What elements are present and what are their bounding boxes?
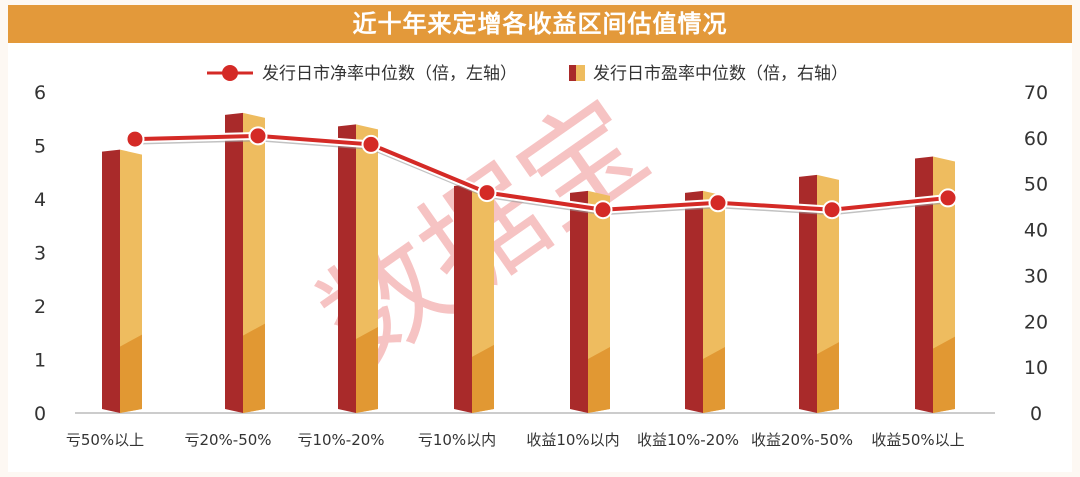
bar-side-shade	[243, 323, 265, 413]
left-tick-label: 3	[34, 243, 46, 265]
x-tick-label: 收益50%以上	[871, 431, 964, 449]
bar	[454, 184, 494, 413]
bar-side-shade	[933, 336, 955, 413]
bar-front-face	[570, 190, 588, 413]
right-tick-label: 60	[1024, 128, 1048, 150]
right-tick-label: 20	[1024, 311, 1048, 333]
legend-label-pb: 发行日市净率中位数（倍，左轴）	[262, 64, 517, 84]
bar	[799, 174, 839, 413]
left-tick-label: 0	[34, 403, 46, 425]
bar	[225, 112, 265, 413]
x-tick-label: 亏50%以上	[66, 431, 144, 449]
x-tick-label: 亏10%以内	[418, 431, 496, 449]
x-tick-label: 收益20%-50%	[751, 431, 853, 449]
left-tick-label: 6	[34, 82, 46, 104]
legend-label-pe: 发行日市盈率中位数（倍，右轴）	[593, 64, 848, 84]
right-tick-label: 40	[1024, 220, 1048, 242]
bar-front-face	[225, 112, 243, 413]
series-line-pb	[134, 133, 949, 212]
left-tick-label: 2	[34, 296, 46, 318]
chart-panel	[8, 42, 1072, 472]
legend-bar-marker-dark	[569, 65, 576, 81]
right-tick-label: 0	[1030, 403, 1042, 425]
left-tick-label: 5	[34, 136, 46, 158]
bar-front-face	[338, 124, 356, 414]
bar-front-face	[799, 174, 817, 413]
right-tick-label: 70	[1024, 82, 1048, 104]
legend-dot-marker	[222, 65, 238, 81]
bar-front-face	[915, 156, 933, 413]
left-tick-label: 1	[34, 350, 46, 372]
legend: 发行日市净率中位数（倍，左轴） 发行日市盈率中位数（倍，右轴）	[207, 64, 848, 84]
bar	[685, 190, 725, 413]
data-point	[822, 200, 842, 220]
bar-side-shade	[356, 327, 378, 413]
x-tick-label: 亏10%-20%	[297, 431, 384, 449]
bar-side-shade	[588, 346, 610, 413]
left-tick-label: 4	[34, 189, 46, 211]
data-point	[708, 193, 728, 213]
bar-side-shade	[703, 346, 725, 413]
right-tick-label: 10	[1024, 357, 1048, 379]
x-tick-label: 亏20%-50%	[184, 431, 271, 449]
bar	[915, 156, 955, 413]
bar-side-shade	[120, 334, 142, 413]
bar	[570, 190, 610, 413]
chart-title: 近十年来定增各收益区间估值情况	[8, 5, 1072, 43]
bar-front-face	[102, 149, 120, 413]
legend-bar-marker-light	[576, 65, 585, 81]
bar-side-shade	[817, 342, 839, 413]
data-point	[361, 134, 381, 154]
data-point	[593, 200, 613, 220]
data-point	[248, 126, 268, 146]
data-point	[938, 188, 958, 208]
right-tick-label: 50	[1024, 174, 1048, 196]
bar	[102, 149, 142, 413]
right-tick-label: 30	[1024, 265, 1048, 287]
data-point	[125, 129, 145, 149]
bar	[338, 124, 378, 414]
bar-front-face	[685, 190, 703, 413]
bar-front-face	[454, 184, 472, 413]
x-tick-label: 收益10%-20%	[637, 431, 739, 449]
bar-side-shade	[472, 344, 494, 413]
data-point	[477, 183, 497, 203]
x-tick-label: 收益10%以内	[526, 431, 619, 449]
